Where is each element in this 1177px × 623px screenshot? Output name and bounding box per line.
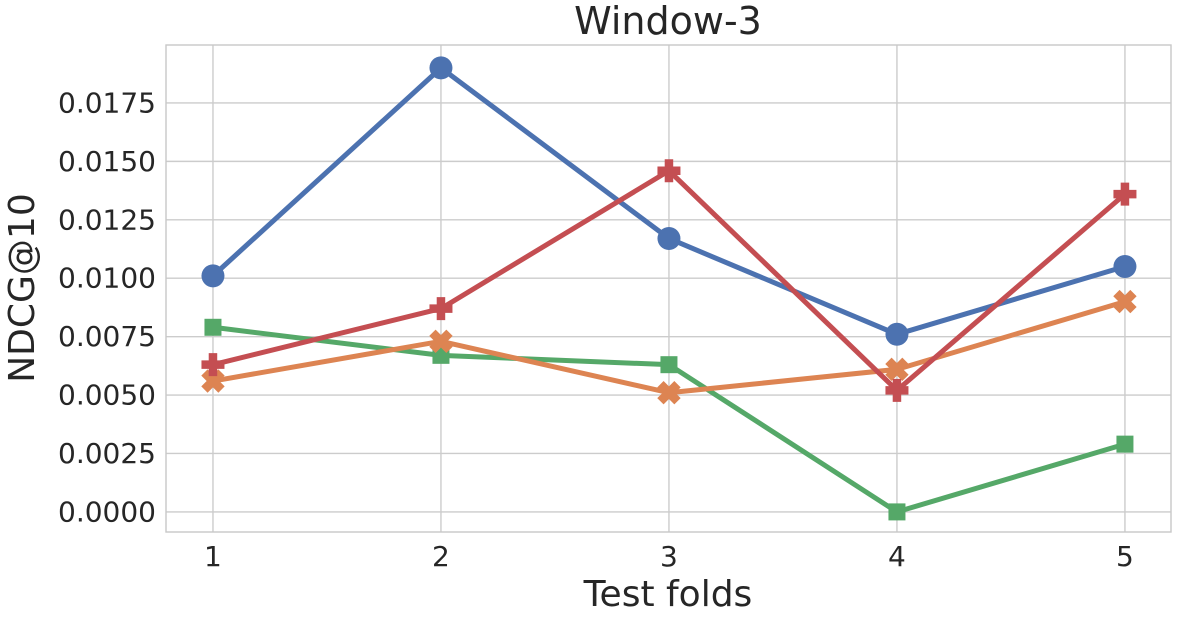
y-tick-labels: 0.0000 0.0025 0.0050 0.0075 0.0100 0.0125 0.01…	[58, 86, 156, 528]
y-tick-label: 0.0050	[58, 379, 156, 412]
plot-border	[165, 44, 1172, 533]
marker-plus	[1113, 182, 1137, 206]
marker-plus	[429, 297, 453, 321]
marker-square	[660, 356, 678, 374]
marker-circle	[1113, 255, 1137, 279]
y-tick-label: 0.0025	[58, 437, 156, 470]
marker-circle	[885, 322, 909, 346]
x-tick-labels: 1 2 3 4 5	[204, 540, 1134, 573]
chart-title: Window-3	[574, 0, 762, 43]
marker-square	[1116, 435, 1134, 453]
x-axis-label: Test folds	[583, 574, 753, 615]
marker-square	[204, 318, 222, 336]
y-tick-label: 0.0000	[58, 495, 156, 528]
y-tick-label: 0.0150	[58, 145, 156, 178]
marker-x	[201, 369, 225, 393]
y-tick-label: 0.0125	[58, 203, 156, 236]
marker-plus	[657, 159, 681, 183]
x-tick-label: 2	[432, 540, 450, 573]
series-green-square	[204, 318, 1134, 521]
x-tick-label: 1	[204, 540, 222, 573]
marker-x	[1113, 289, 1137, 314]
marker-x	[657, 381, 681, 405]
marker-x	[885, 357, 909, 382]
x-tick-label: 5	[1116, 540, 1134, 573]
series-orange-x	[201, 289, 1137, 405]
x-tick-label: 3	[660, 540, 678, 573]
y-tick-label: 0.0100	[58, 262, 156, 295]
y-axis-label: NDCG@10	[2, 193, 43, 383]
marker-x	[429, 329, 453, 354]
marker-plus	[885, 378, 909, 402]
x-tick-label: 4	[888, 540, 906, 573]
y-tick-label: 0.0175	[58, 86, 156, 119]
marker-plus	[201, 353, 225, 377]
series-red-plus	[201, 159, 1137, 402]
gridlines	[166, 45, 1171, 532]
marker-circle	[429, 56, 453, 80]
y-tick-label: 0.0075	[58, 320, 156, 353]
data-series	[201, 56, 1137, 521]
marker-circle	[657, 226, 681, 250]
series-blue-circle	[201, 56, 1137, 346]
marker-circle	[201, 264, 225, 288]
marker-square	[888, 503, 906, 521]
